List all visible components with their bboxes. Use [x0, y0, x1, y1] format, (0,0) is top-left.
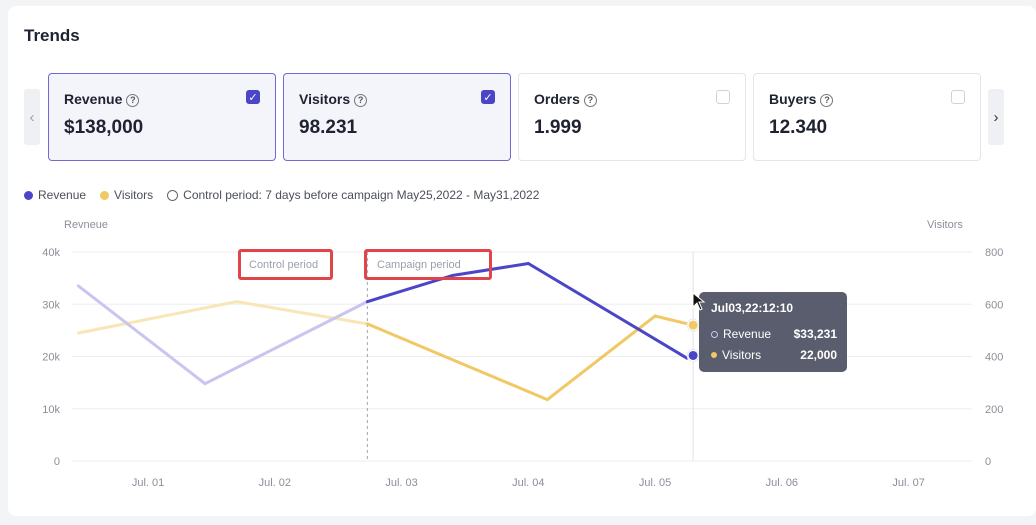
x-tick-label: Jul. 03 [385, 477, 417, 489]
chevron-left-icon: ‹ [29, 108, 35, 126]
visitors-dot-icon [711, 352, 717, 358]
y2-tick-label: 200 [985, 404, 1003, 416]
chevron-right-icon: › [993, 108, 999, 126]
tooltip-title: Jul03,22:12:10 [711, 301, 794, 315]
tooltip-revenue-label: Revenue [723, 327, 772, 341]
visitors-line-segment [76, 300, 239, 335]
revenue-dot-icon [24, 190, 33, 200]
help-icon[interactable]: ? [354, 94, 368, 107]
y2-axis-title: Visitors [927, 219, 963, 231]
y-axis-title: Revneue [64, 219, 109, 231]
checkmark-icon: ✓ [248, 91, 258, 104]
help-icon[interactable]: ? [820, 94, 834, 107]
metric-card-value: 12.340 [769, 117, 828, 138]
chart-tooltip: Jul03,22:12:10 Revenue $33,231 Visitors … [699, 292, 847, 372]
visitors-line-segment [235, 300, 369, 326]
help-icon[interactable]: ? [126, 94, 140, 107]
visitors-line-segment [365, 322, 549, 402]
x-tick-label: Jul. 06 [766, 477, 798, 489]
y-tick-label: 10k [42, 404, 60, 416]
revenue-line-segment [526, 261, 689, 360]
control-period-annotation: Control period [238, 249, 333, 280]
x-tick-label: Jul. 02 [259, 477, 291, 489]
metric-card-buyers[interactable]: Buyers? 12.340 [753, 73, 981, 161]
campaign-period-annotation: Campaign period [364, 249, 492, 280]
y2-tick-label: 800 [985, 247, 1003, 259]
tooltip-visitors-value: 22,000 [800, 348, 837, 362]
revenue-line-point [688, 350, 698, 360]
y-tick-label: 0 [54, 456, 60, 468]
page-title: Trends [24, 26, 80, 45]
metric-card-label: Orders? [534, 91, 597, 107]
revenue-ring-icon [711, 330, 718, 338]
y2-tick-label: 400 [985, 352, 1003, 364]
clock-icon [167, 189, 179, 201]
tooltip-row-visitors: Visitors 22,000 [711, 348, 837, 362]
tooltip-visitors-label: Visitors [722, 348, 762, 362]
checkmark-icon: ✓ [483, 91, 493, 104]
y-tick-label: 40k [42, 247, 60, 259]
legend-item-revenue[interactable]: Revenue [24, 188, 86, 202]
x-tick-label: Jul. 07 [892, 477, 924, 489]
tooltip-row-revenue: Revenue $33,231 [711, 327, 837, 341]
x-tick-label: Jul. 01 [132, 477, 164, 489]
metric-card-orders[interactable]: Orders? 1.999 [518, 73, 746, 161]
legend-label: Revenue [38, 188, 87, 202]
help-icon[interactable]: ? [583, 94, 597, 107]
metric-card-value: 98.231 [299, 117, 358, 138]
control-period-note: Control period: 7 days before campaign M… [167, 188, 539, 202]
metric-card-revenue[interactable]: Revenue? $138,000 ✓ [48, 73, 276, 161]
visitors-line-segment [653, 314, 695, 327]
checkbox-revenue[interactable]: ✓ [246, 90, 260, 104]
metric-card-value: 1.999 [534, 117, 582, 138]
checkbox-visitors[interactable]: ✓ [481, 90, 495, 104]
checkbox-buyers[interactable] [951, 90, 965, 104]
control-period-text: Control period: 7 days before campaign M… [183, 188, 540, 202]
legend-item-visitors[interactable]: Visitors [100, 188, 153, 202]
campaign-period-label: Campaign period [377, 258, 461, 271]
visitors-dot-icon [100, 190, 110, 200]
checkbox-orders[interactable] [716, 90, 730, 104]
legend-label: Visitors [114, 188, 154, 202]
metric-card-value: $138,000 [64, 117, 144, 138]
tooltip-revenue-value: $33,231 [793, 327, 837, 341]
next-button[interactable]: › [988, 89, 1004, 145]
visitors-line-point [688, 320, 698, 330]
metric-card-label: Buyers? [769, 91, 834, 107]
chart-legend: Revenue Visitors Control period: 7 days … [24, 188, 553, 202]
revenue-line-segment [76, 284, 207, 386]
revenue-line-segment [203, 300, 369, 386]
mouse-cursor-icon [692, 292, 706, 311]
y-tick-label: 20k [42, 352, 60, 364]
metric-card-visitors[interactable]: Visitors? 98.231 ✓ [283, 73, 511, 161]
y2-tick-label: 0 [985, 456, 991, 468]
metric-card-label: Revenue? [64, 91, 140, 107]
y2-tick-label: 600 [985, 299, 1003, 311]
metric-card-label: Visitors? [299, 91, 368, 107]
x-tick-label: Jul. 04 [512, 477, 544, 489]
y-tick-label: 30k [42, 299, 60, 311]
prev-button[interactable]: ‹ [24, 89, 40, 145]
x-tick-label: Jul. 05 [639, 477, 671, 489]
control-period-label: Control period [249, 258, 319, 271]
